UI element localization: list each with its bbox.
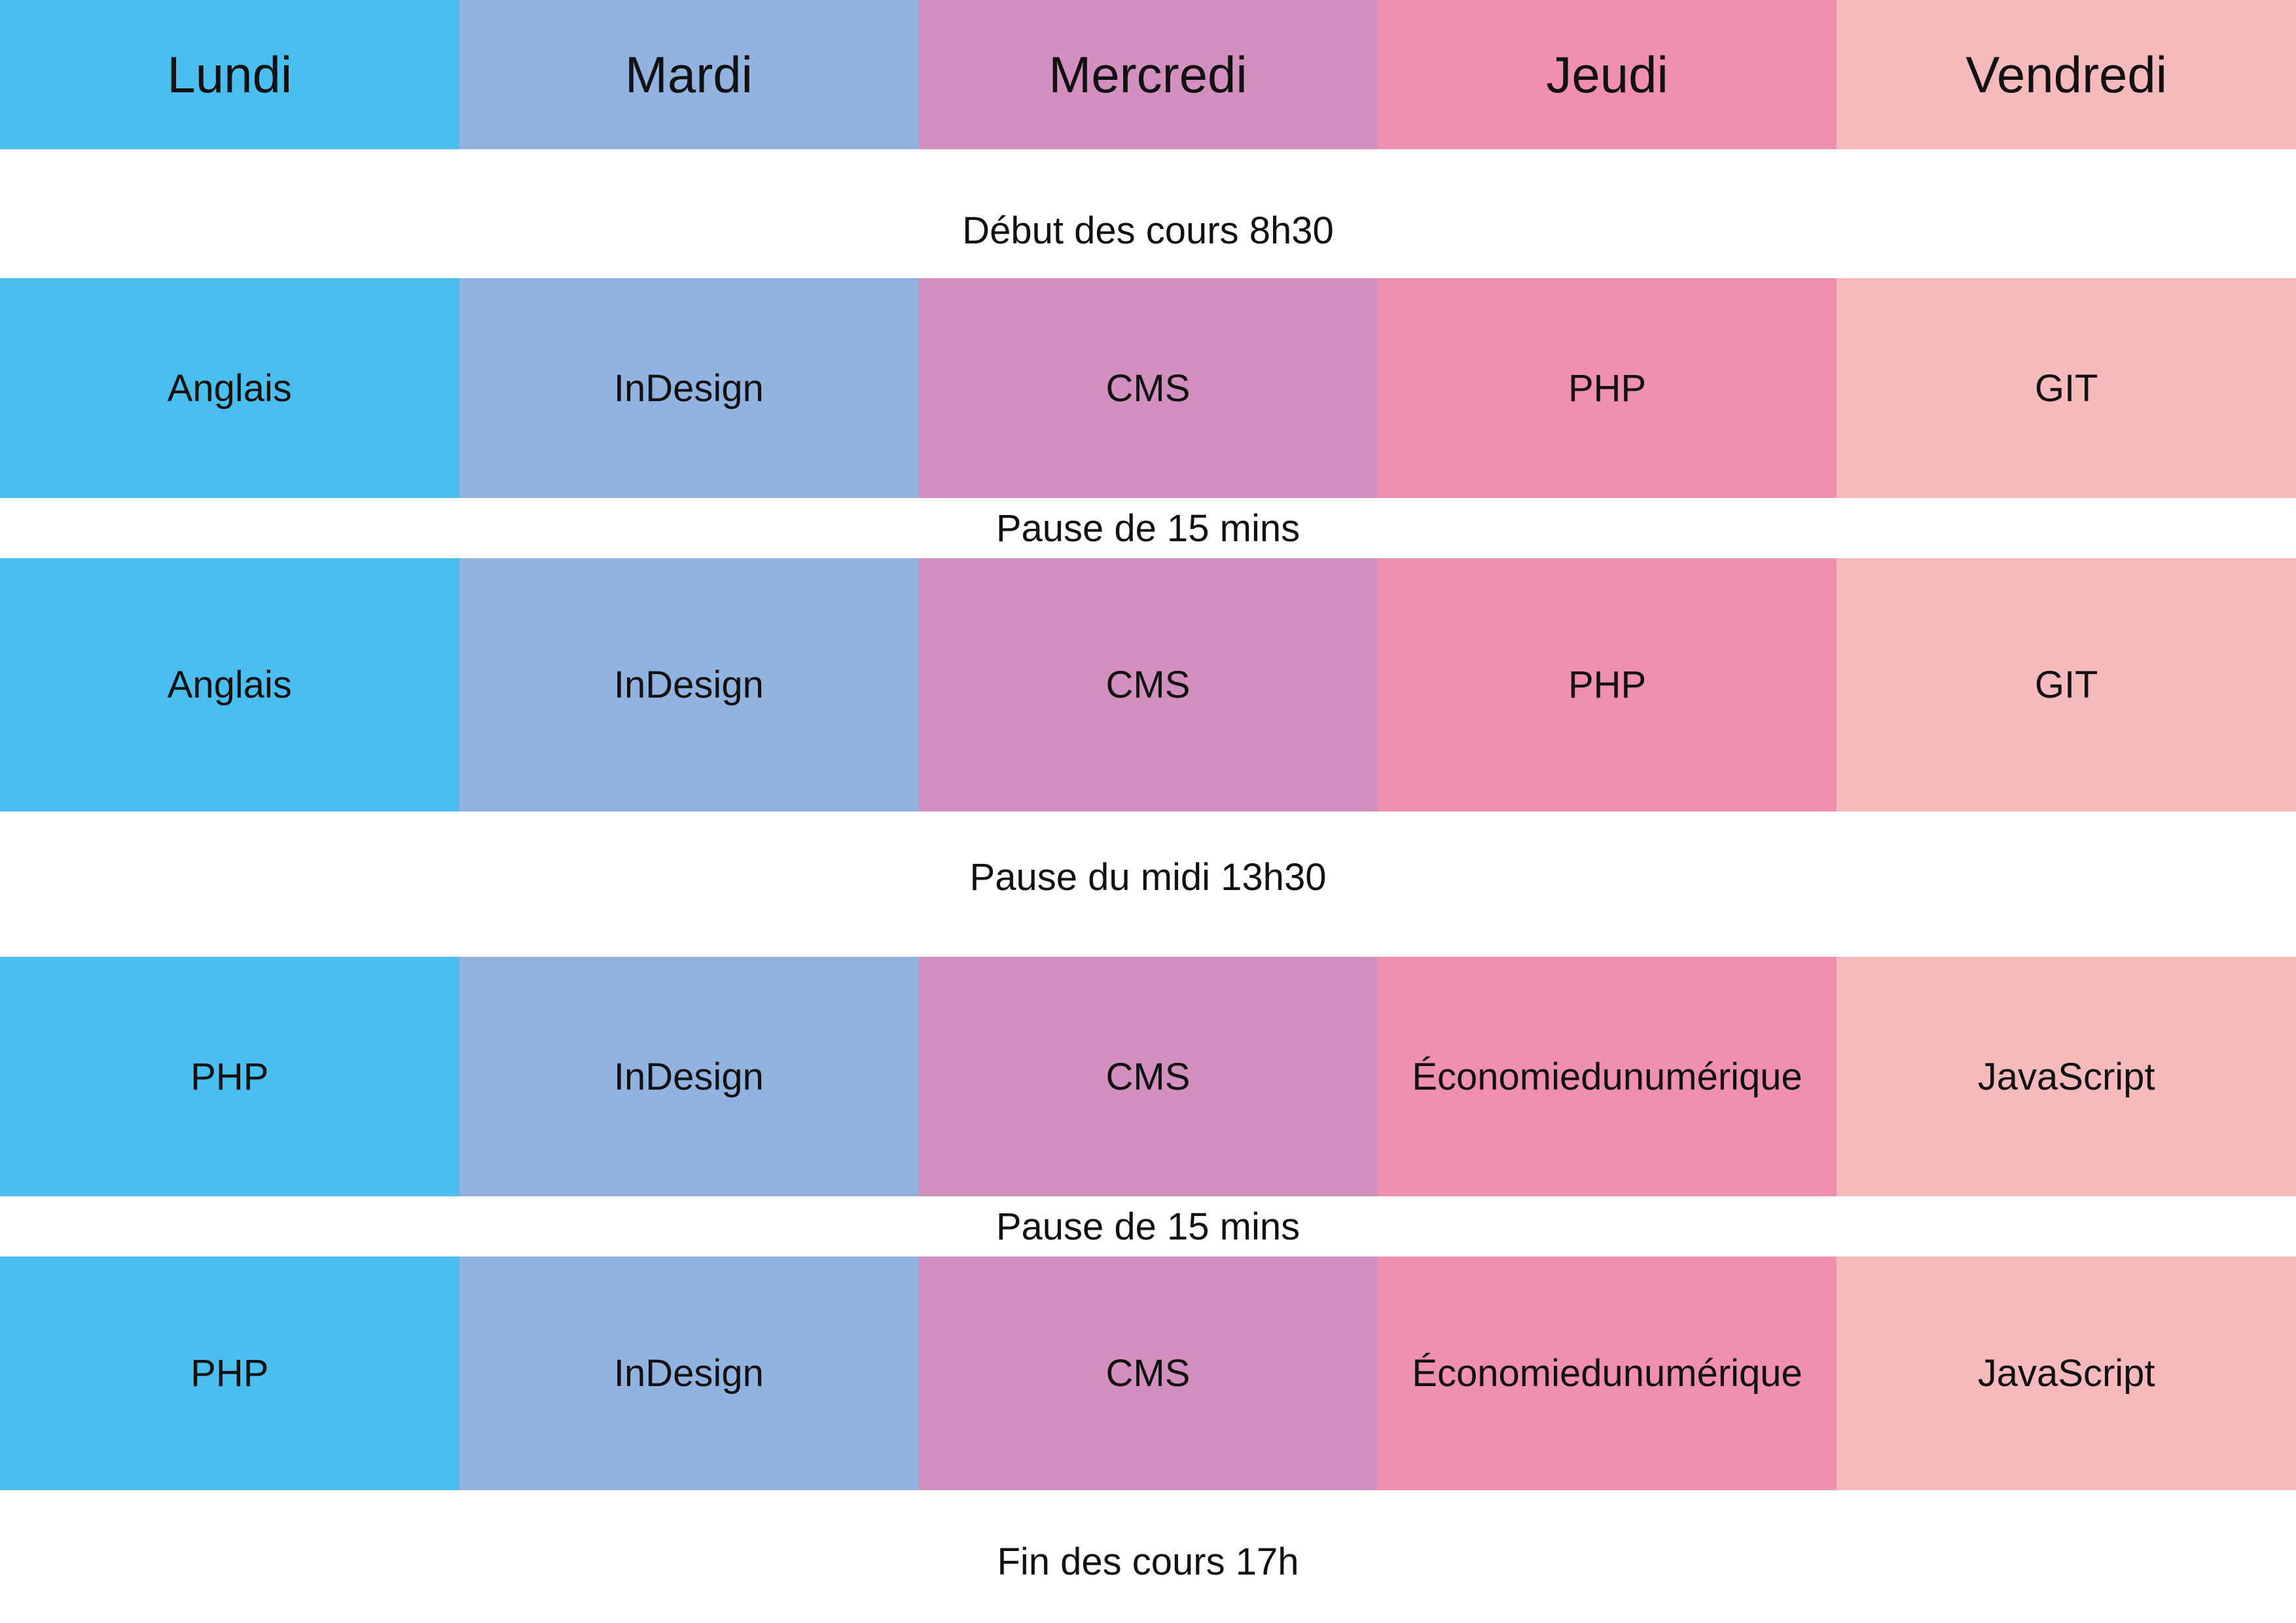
course-cell: PHP <box>0 1257 459 1490</box>
course-cell: GIT <box>1837 558 2296 812</box>
course-block-4: PHP InDesign CMS Économiedunumérique Jav… <box>0 1257 2296 1490</box>
day-header-jeudi: Jeudi <box>1377 0 1837 149</box>
start-time-label: Début des cours 8h30 <box>962 209 1334 252</box>
course-cell: PHP <box>0 957 459 1196</box>
course-cell: Anglais <box>0 558 459 812</box>
course-cell: Économiedunumérique <box>1377 957 1837 1196</box>
course-cell: CMS <box>918 558 1378 812</box>
course-block-2: Anglais InDesign CMS PHP GIT <box>0 558 2296 812</box>
course-cell: PHP <box>1377 278 1837 498</box>
course-cell: InDesign <box>459 558 919 812</box>
day-header-row: Lundi Mardi Mercredi Jeudi Vendredi <box>0 0 2296 149</box>
course-cell: PHP <box>1377 558 1837 812</box>
course-cell: CMS <box>918 957 1378 1196</box>
course-cell: CMS <box>918 278 1378 498</box>
day-header-vendredi: Vendredi <box>1837 0 2296 149</box>
course-cell: GIT <box>1837 278 2296 498</box>
course-cell: JavaScript <box>1837 957 2296 1196</box>
lunch-break-label: Pause du midi 13h30 <box>969 855 1327 899</box>
course-cell: JavaScript <box>1837 1257 2296 1490</box>
course-cell: InDesign <box>459 278 919 498</box>
day-header-lundi: Lundi <box>0 0 459 149</box>
course-cell: CMS <box>918 1257 1378 1490</box>
course-block-1: Anglais InDesign CMS PHP GIT <box>0 278 2296 498</box>
course-cell: InDesign <box>459 1257 919 1490</box>
short-break-label: Pause de 15 mins <box>996 1205 1300 1248</box>
course-block-3: PHP InDesign CMS Économiedunumérique Jav… <box>0 957 2296 1196</box>
day-header-mardi: Mardi <box>459 0 919 149</box>
day-header-mercredi: Mercredi <box>918 0 1378 149</box>
course-cell: Économiedunumérique <box>1377 1257 1837 1490</box>
short-break-label: Pause de 15 mins <box>996 507 1300 550</box>
course-cell: InDesign <box>459 957 919 1196</box>
course-cell: Anglais <box>0 278 459 498</box>
end-time-label: Fin des cours 17h <box>997 1540 1299 1583</box>
